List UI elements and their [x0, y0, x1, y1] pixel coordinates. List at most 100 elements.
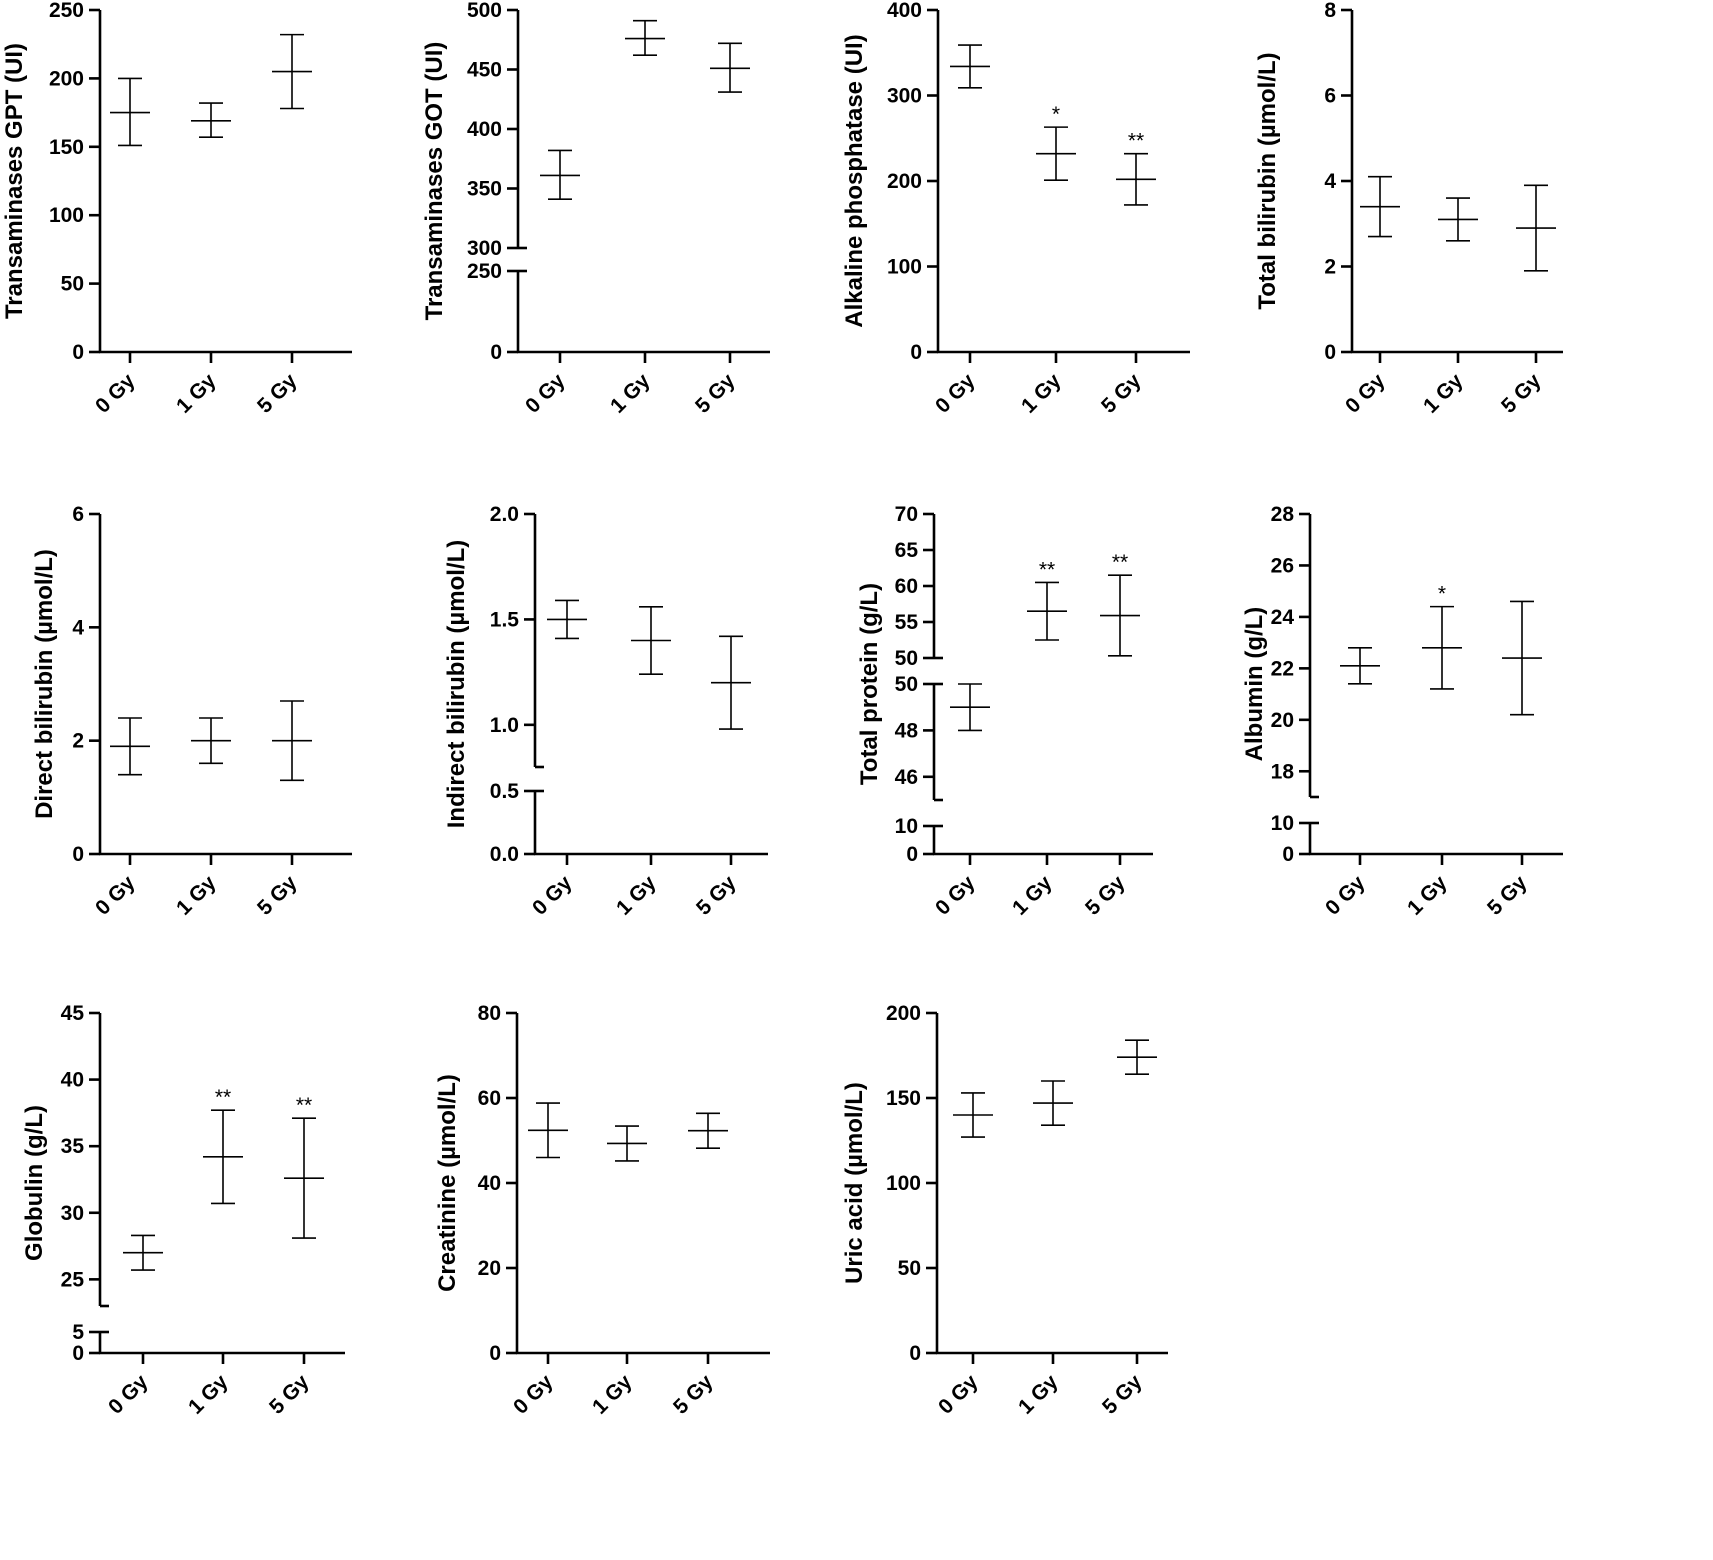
y-tick-label: 150	[49, 136, 84, 159]
y-tick-label: 70	[895, 503, 918, 526]
y-tick-label: 0	[910, 341, 922, 364]
y-tick-label: 2.0	[490, 503, 519, 526]
x-tick-label: 0 Gy	[509, 1370, 558, 1419]
y-tick-label: 45	[61, 1002, 85, 1025]
y-tick-label: 0	[909, 1342, 921, 1365]
x-tick-label: 0 Gy	[528, 871, 577, 920]
y-axis-title: Globulin (g/L)	[21, 1105, 48, 1261]
significance-label: **	[1039, 558, 1055, 581]
significance-label: **	[1128, 130, 1144, 153]
x-tick-label: 0 Gy	[1341, 369, 1390, 418]
x-tick-label: 1 Gy	[1403, 871, 1452, 920]
y-tick-label: 150	[886, 1087, 921, 1110]
y-tick-label: 4	[1324, 170, 1336, 193]
y-tick-label: 8	[1324, 0, 1336, 22]
y-axis-title: Total bilirubin (µmol/L)	[1254, 52, 1281, 309]
y-tick-label: 10	[895, 815, 918, 838]
chart-panel: 05 25 30 35 40 45 0 Gy 1 Gy 5 Gy Globulin (g/L) **…	[21, 1002, 345, 1419]
chart-panel: 0 50 100 150 200 250 0 Gy 1 Gy 5 Gy Transaminases…	[1, 0, 352, 418]
y-tick-label: 30	[61, 1202, 84, 1225]
y-tick-label: 65	[895, 539, 919, 562]
y-tick-label: 400	[887, 0, 922, 22]
y-tick-label: 24	[1271, 606, 1295, 629]
chart-panel: 0 100 200 300 400 0 Gy 1 Gy 5 Gy Alkaline phosph…	[841, 0, 1190, 418]
x-tick-label: 0 Gy	[1321, 871, 1370, 920]
y-axis-title: Uric acid (µmol/L)	[841, 1082, 868, 1284]
y-axis-title: Transaminases GOT (UI)	[421, 42, 448, 321]
y-tick-label: 0	[490, 341, 502, 364]
x-tick-label: 0 Gy	[931, 871, 980, 920]
significance-label: **	[215, 1086, 231, 1109]
x-tick-label: 0 Gy	[91, 871, 140, 920]
x-tick-label: 5 Gy	[1097, 369, 1146, 418]
y-tick-label: 100	[49, 204, 84, 227]
y-tick-label: 5	[72, 1321, 84, 1344]
y-tick-label: 350	[467, 178, 502, 201]
x-tick-label: 0 Gy	[91, 369, 140, 418]
y-tick-label: 10	[1271, 812, 1294, 835]
y-tick-label: 300	[467, 237, 502, 260]
y-axis-title: Direct bilirubin (µmol/L)	[31, 549, 58, 819]
significance-label: **	[1112, 551, 1128, 574]
significance-label: *	[1438, 583, 1446, 606]
y-tick-label: 0	[72, 843, 84, 866]
y-tick-label: 6	[72, 503, 84, 526]
x-tick-label: 1 Gy	[184, 1370, 233, 1419]
y-tick-label: 26	[1271, 554, 1294, 577]
y-tick-label: 4	[72, 616, 84, 639]
y-tick-label: 0	[906, 843, 918, 866]
y-axis-title: Indirect bilirubin (µmol/L)	[443, 540, 470, 828]
y-axis-title: Total protein (g/L)	[856, 583, 883, 785]
y-tick-label: 400	[467, 118, 502, 141]
y-tick-label: 22	[1271, 657, 1294, 680]
x-tick-label: 5 Gy	[253, 369, 302, 418]
y-tick-label: 300	[887, 85, 922, 108]
y-tick-label: 28	[1271, 503, 1295, 526]
chart-panel: 0 2 4 6 0 Gy 1 Gy 5 Gy Direct bilirubin (µmol/L…	[31, 503, 352, 920]
x-tick-label: 1 Gy	[172, 871, 221, 920]
y-tick-label: 18	[1271, 760, 1295, 783]
x-tick-label: 0 Gy	[934, 1370, 983, 1419]
x-tick-label: 1 Gy	[588, 1370, 637, 1419]
y-tick-label: 0.5	[490, 780, 520, 803]
y-tick-label: 0	[72, 1342, 84, 1365]
y-tick-label: 60	[478, 1087, 501, 1110]
y-tick-label: 0.0	[490, 843, 519, 866]
x-tick-label: 0 Gy	[104, 1370, 153, 1419]
y-tick-label: 250	[49, 0, 84, 22]
y-axis-title: Transaminases GPT (UI)	[1, 43, 28, 319]
x-tick-label: 5 Gy	[669, 1370, 718, 1419]
y-tick-label: 0	[1282, 843, 1294, 866]
y-tick-label: 46	[895, 766, 918, 789]
x-tick-label: 1 Gy	[606, 369, 655, 418]
y-axis-title: Alkaline phosphatase (UI)	[841, 34, 868, 327]
y-axis-title: Albumin (g/L)	[1241, 607, 1268, 762]
y-tick-label: 100	[886, 1172, 921, 1195]
x-tick-label: 5 Gy	[1081, 871, 1130, 920]
y-tick-label: 0	[72, 341, 84, 364]
x-tick-label: 5 Gy	[691, 369, 740, 418]
x-tick-label: 0 Gy	[931, 369, 980, 418]
y-tick-label: 50	[898, 1257, 921, 1280]
x-tick-label: 1 Gy	[172, 369, 221, 418]
y-tick-label: 0	[1324, 341, 1336, 364]
chart-panel: 0 50 100 150 200 0 Gy 1 Gy 5 Gy Uric acid (µmol/…	[841, 1002, 1168, 1419]
x-tick-label: 1 Gy	[1014, 1370, 1063, 1419]
y-tick-label: 40	[61, 1069, 84, 1092]
y-tick-label: 450	[467, 59, 502, 82]
y-tick-label: 50	[895, 673, 918, 696]
y-tick-label: 55	[895, 611, 919, 634]
chart-panel: 0 10 18 20 22 24 26 28 0 Gy 1 Gy 5 Gy Albumin (g/L)…	[1241, 503, 1563, 920]
y-tick-label: 20	[478, 1257, 501, 1280]
x-tick-label: 5 Gy	[1098, 1370, 1147, 1419]
x-tick-label: 1 Gy	[612, 871, 661, 920]
y-tick-label: 40	[478, 1172, 501, 1195]
x-tick-label: 5 Gy	[265, 1370, 314, 1419]
y-tick-label: 2	[72, 730, 84, 753]
significance-label: **	[296, 1094, 312, 1117]
x-tick-label: 1 Gy	[1419, 369, 1468, 418]
y-tick-label: 1.5	[490, 608, 520, 631]
significance-label: *	[1052, 103, 1060, 126]
y-tick-label: 20	[1271, 709, 1294, 732]
